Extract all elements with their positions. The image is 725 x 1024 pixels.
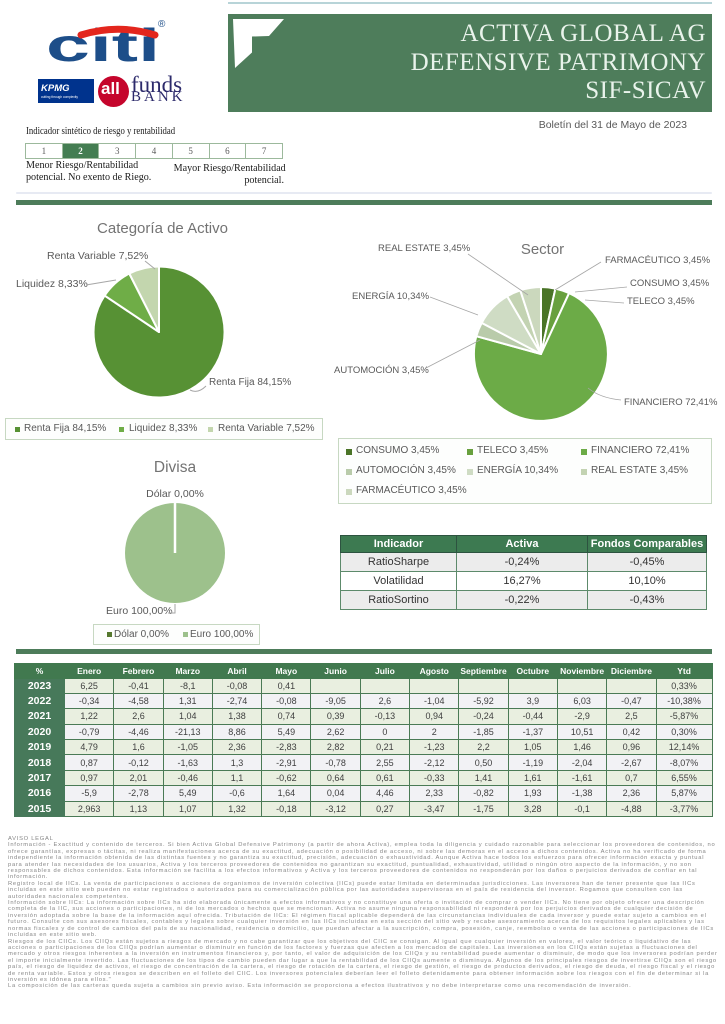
svg-text:®: ® <box>158 19 166 30</box>
svg-text:citi: citi <box>46 19 160 67</box>
